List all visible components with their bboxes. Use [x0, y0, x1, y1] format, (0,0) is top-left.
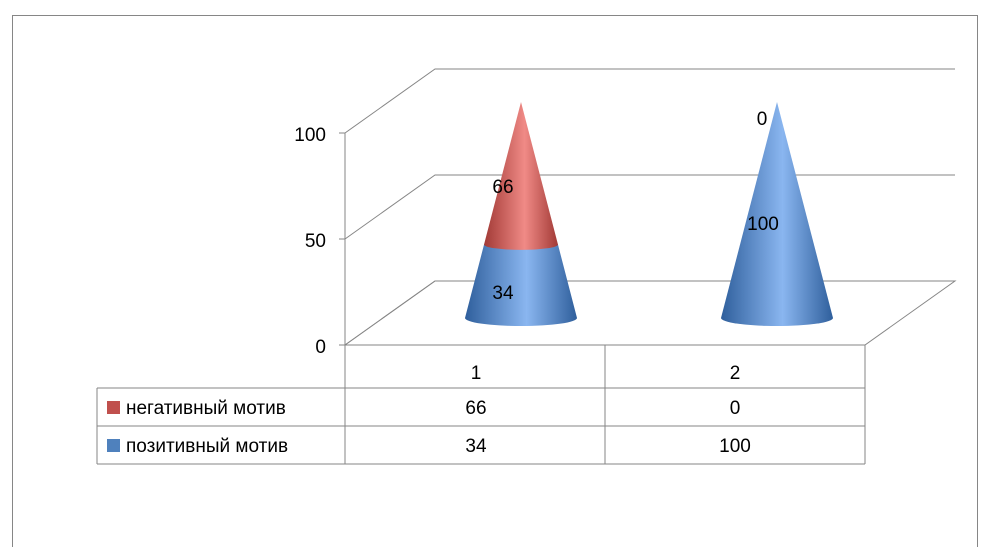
- plot-walls: [343, 68, 957, 346]
- cone-segment-cat1-positive: [465, 239, 577, 326]
- cone-segment-cat2-positive: [721, 102, 833, 326]
- table-row-label-negative: негативный мотив: [126, 398, 286, 419]
- gridline-0: [344, 280, 955, 346]
- data-label-cat1-positive: 34: [492, 283, 514, 304]
- y-tick-label-100: 100: [294, 125, 326, 146]
- floor: [343, 280, 957, 346]
- category-label-1: 1: [471, 363, 482, 384]
- data-label-cat2-positive: 100: [747, 214, 779, 235]
- cone-segment-cat1-negative: [484, 102, 558, 250]
- table-cell-negative-2: 0: [730, 398, 741, 419]
- category-label-2: 2: [730, 363, 741, 384]
- table-cell-negative-1: 66: [465, 398, 486, 419]
- cones-layer: [465, 102, 833, 326]
- table-cell-positive-1: 34: [465, 436, 487, 457]
- chart-border: [12, 15, 978, 547]
- table-cell-positive-2: 100: [719, 436, 751, 457]
- data-label-cat2-negative: 0: [757, 109, 768, 130]
- gridline-50: [344, 174, 955, 240]
- data-table: [96, 345, 866, 465]
- y-tick-label-0: 0: [315, 337, 326, 358]
- gridline-100: [344, 68, 955, 134]
- y-tick-label-50: 50: [305, 231, 326, 252]
- table-row-label-positive: позитивный мотив: [126, 436, 288, 457]
- legend-key-negative: [107, 401, 120, 414]
- data-label-cat1-negative: 66: [492, 177, 513, 198]
- legend-key-positive: [107, 439, 120, 452]
